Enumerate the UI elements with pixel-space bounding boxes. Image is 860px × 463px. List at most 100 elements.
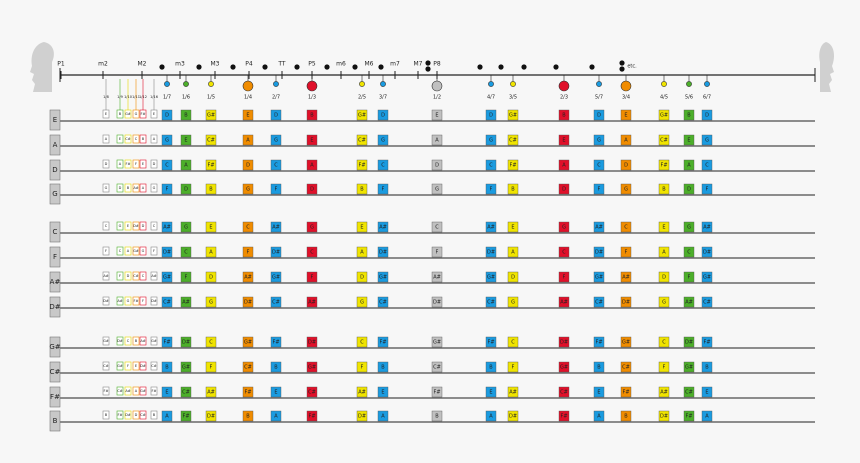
note-label: F <box>275 187 278 193</box>
harmonic-note: A <box>105 137 108 141</box>
note-box <box>270 183 282 195</box>
note-box <box>306 271 318 283</box>
ratio-node <box>242 80 254 92</box>
ratio-label: 4/5 <box>660 95 668 101</box>
ratio-node <box>208 81 214 87</box>
harmonic-box <box>139 246 147 256</box>
note-box <box>558 361 570 373</box>
note-label: A# <box>560 300 568 306</box>
harmonic-box <box>132 361 140 371</box>
note-box <box>658 159 670 171</box>
harmonic-note: E <box>127 224 129 228</box>
harmonic-note: A <box>135 389 138 393</box>
ratio-node <box>380 81 386 87</box>
note-box <box>356 221 368 233</box>
note-box <box>507 221 519 233</box>
note-label: D# <box>379 250 387 256</box>
harmonic-box <box>116 361 124 371</box>
note-label: D <box>435 163 439 169</box>
note-label: B <box>381 365 385 371</box>
note-label: A# <box>685 300 693 306</box>
note-label: B <box>624 414 628 420</box>
note-label: C# <box>358 138 366 144</box>
harmonic-note: C# <box>125 137 130 141</box>
note-box <box>620 296 632 308</box>
note-label: A# <box>509 390 517 396</box>
interval-label: P8 <box>433 61 441 68</box>
note-box <box>558 134 570 146</box>
harmonic-box <box>102 336 110 346</box>
note-box <box>558 159 570 171</box>
ratio-node <box>510 81 516 87</box>
note-box <box>701 296 713 308</box>
note-label: G# <box>379 275 387 281</box>
harmonic-box <box>116 386 124 396</box>
harmonic-box <box>132 134 140 144</box>
note-box <box>180 410 192 422</box>
note-label: D <box>511 275 515 281</box>
note-label: A# <box>358 390 366 396</box>
note-box <box>593 134 605 146</box>
string-label-box <box>49 183 61 205</box>
note-box <box>658 336 670 348</box>
note-label: G# <box>703 275 711 281</box>
harmonic-box <box>116 134 124 144</box>
harmonic-box <box>116 109 124 119</box>
note-box <box>205 336 217 348</box>
harmonic-label: 1/11 <box>132 95 140 99</box>
note-label: F <box>688 275 691 281</box>
note-label: G <box>310 225 314 231</box>
note-box <box>620 134 632 146</box>
harmonic-box <box>139 221 147 231</box>
note-label: G# <box>560 365 568 371</box>
note-label: E <box>597 390 600 396</box>
note-box <box>658 361 670 373</box>
note-label: F# <box>182 414 189 420</box>
harmonic-note: D# <box>103 299 109 303</box>
note-label: B <box>597 365 601 371</box>
note-label: F <box>382 187 385 193</box>
string-label-box <box>49 386 61 408</box>
note-box <box>270 134 282 146</box>
harmonic-note: C <box>105 224 108 228</box>
note-label: F# <box>660 163 667 169</box>
note-label: C# <box>433 365 441 371</box>
note-box <box>356 271 368 283</box>
ratio-label: 2/3 <box>560 95 568 101</box>
note-box <box>205 386 217 398</box>
note-label: F <box>598 187 601 193</box>
note-label: D <box>381 113 385 119</box>
note-label: F# <box>207 163 214 169</box>
note-box <box>683 109 695 121</box>
note-box <box>180 134 192 146</box>
note-box <box>270 271 282 283</box>
harmonic-box <box>124 159 132 169</box>
note-box <box>620 336 632 348</box>
note-label: A <box>435 138 439 144</box>
ratio-node <box>273 81 279 87</box>
note-label: A <box>209 250 213 256</box>
note-label: D# <box>163 250 171 256</box>
note-box <box>270 296 282 308</box>
harmonic-box <box>116 336 124 346</box>
note-box <box>270 361 282 373</box>
note-label: F# <box>509 163 516 169</box>
harmonic-box <box>139 386 147 396</box>
note-box <box>593 159 605 171</box>
note-box <box>377 410 389 422</box>
note-box <box>593 410 605 422</box>
note-label: C <box>597 163 601 169</box>
note-label: E <box>246 113 249 119</box>
harmonic-note: B <box>127 186 130 190</box>
harmonic-note: B <box>153 413 156 417</box>
note-box <box>270 221 282 233</box>
note-label: E <box>435 113 438 119</box>
string-label-box <box>49 221 61 243</box>
note-box <box>431 183 443 195</box>
note-label: F# <box>379 340 386 346</box>
note-box <box>205 183 217 195</box>
note-label: A# <box>595 225 603 231</box>
note-box <box>701 183 713 195</box>
note-label: D# <box>509 414 517 420</box>
note-label: D# <box>595 250 603 256</box>
